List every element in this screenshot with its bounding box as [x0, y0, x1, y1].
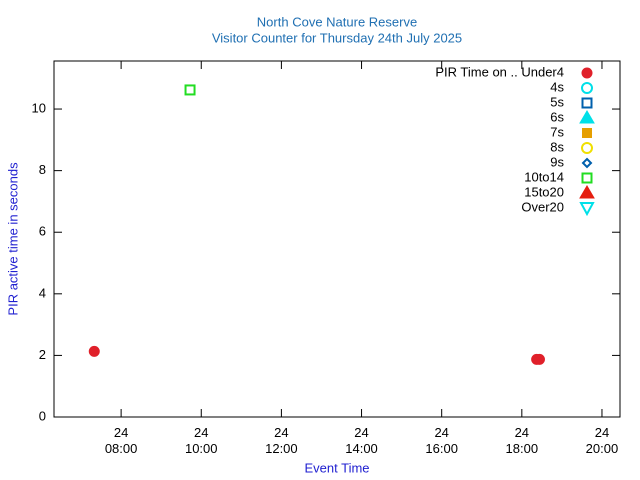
- legend-marker: [581, 157, 593, 169]
- y-tick-label: 0: [39, 408, 46, 423]
- legend-label: 6s: [550, 109, 564, 124]
- point: [533, 353, 545, 365]
- legend-label: 15to20: [524, 184, 564, 199]
- y-tick-label: 4: [39, 285, 46, 300]
- x-tick-label: 24 18:00: [505, 425, 539, 456]
- legend-marker: [581, 67, 593, 79]
- chart-title: North Cove Nature Reserve: [257, 14, 417, 29]
- x-axis-label: Event Time: [304, 460, 369, 475]
- chart-subtitle: Visitor Counter for Thursday 24th July 2…: [212, 30, 462, 45]
- point: [184, 84, 196, 96]
- y-axis-label: PIR active time in seconds: [5, 162, 20, 316]
- legend-marker: [581, 82, 593, 94]
- legend-marker: [581, 142, 593, 154]
- legend-marker: [581, 172, 593, 184]
- legend-label: 4s: [550, 79, 564, 94]
- legend-label: 10to14: [524, 169, 564, 184]
- x-tick-label: 24 12:00: [265, 425, 298, 456]
- legend-label: 5s: [550, 94, 564, 109]
- x-tick-label: 24 10:00: [184, 425, 218, 456]
- legend-label: PIR Time on .. Under4: [435, 64, 564, 79]
- y-tick-label: 8: [39, 162, 46, 177]
- legend-label: 9s: [550, 154, 564, 169]
- legend-marker: [581, 97, 593, 109]
- x-tick-label: 24 08:00: [104, 425, 138, 456]
- legend-label: 7s: [550, 124, 564, 139]
- y-tick-label: 6: [39, 224, 46, 239]
- x-tick-label: 24 14:00: [345, 425, 378, 456]
- legend-marker: [579, 110, 595, 124]
- legend-marker: [579, 185, 595, 199]
- legend-label: 8s: [550, 139, 564, 154]
- point: [88, 345, 100, 357]
- y-tick-label: 2: [39, 347, 46, 362]
- x-tick-label: 24 20:00: [585, 425, 619, 456]
- x-tick-label: 24 16:00: [425, 425, 458, 456]
- legend-label: Over20: [521, 199, 564, 214]
- y-tick-label: 10: [32, 100, 46, 115]
- plot-border: [53, 60, 621, 418]
- legend-marker: [579, 202, 595, 217]
- legend-marker: [582, 128, 592, 138]
